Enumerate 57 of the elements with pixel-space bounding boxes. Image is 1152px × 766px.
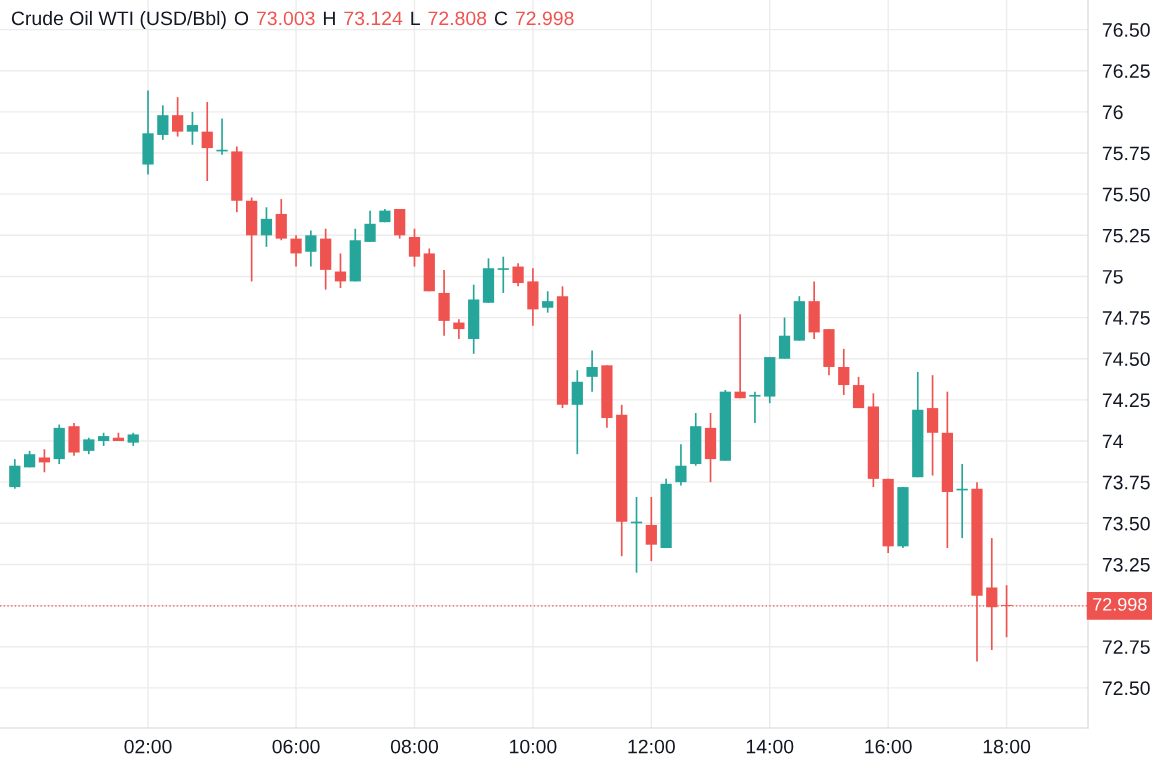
y-tick-label: 72.75 bbox=[1102, 640, 1150, 654]
x-tick-label: 02:00 bbox=[124, 739, 172, 754]
candlestick bbox=[778, 316, 791, 360]
candlestick bbox=[305, 229, 317, 268]
candlestick bbox=[542, 290, 554, 314]
y-tick-label: 72.50 bbox=[1102, 681, 1150, 696]
candlestick bbox=[497, 255, 509, 294]
x-tick-label: 10:00 bbox=[510, 739, 557, 754]
annotation: O bbox=[234, 11, 249, 26]
annotation: 72.998 bbox=[515, 11, 574, 26]
y-tick-label: 74 bbox=[1102, 434, 1123, 449]
ref-line-label: 72.998 bbox=[1093, 597, 1147, 611]
annotation: L bbox=[411, 11, 420, 26]
candlestick bbox=[512, 262, 524, 288]
y-tick-label: 76 bbox=[1102, 105, 1123, 120]
annotation: C bbox=[494, 11, 508, 26]
candlestick bbox=[749, 390, 761, 424]
candlestick bbox=[453, 318, 465, 340]
candlestick bbox=[201, 101, 213, 182]
x-tick-label: 18:00 bbox=[983, 739, 1031, 754]
candlestick bbox=[838, 348, 850, 396]
x-tick-label: 16:00 bbox=[865, 739, 912, 754]
candlestick bbox=[186, 111, 199, 146]
candlestick bbox=[645, 496, 657, 562]
x-tick-label: 14:00 bbox=[746, 739, 794, 754]
y-tick-label: 74.50 bbox=[1102, 352, 1150, 366]
candlestick bbox=[9, 458, 21, 490]
candlestick bbox=[364, 209, 376, 243]
y-tick-label: 75.50 bbox=[1102, 187, 1150, 202]
y-tick-label: 74.25 bbox=[1102, 393, 1150, 408]
text: Crude Oil WTI (USD/Bbl) bbox=[11, 10, 226, 30]
candlestick bbox=[408, 227, 421, 268]
y-tick-label: 74.75 bbox=[1102, 311, 1150, 325]
candlestick bbox=[157, 104, 169, 141]
candlestick bbox=[172, 96, 184, 138]
x-tick-label: 12:00 bbox=[628, 739, 675, 754]
annotation: 73.003 bbox=[256, 11, 315, 26]
y-tick-label: 76.25 bbox=[1102, 64, 1150, 78]
candlestick bbox=[260, 206, 273, 248]
y-tick-label: 73.25 bbox=[1102, 557, 1150, 572]
y-tick-label: 75 bbox=[1102, 270, 1123, 284]
annotation: 72.808 bbox=[428, 11, 487, 26]
annotation: H bbox=[323, 11, 335, 26]
x-tick-label: 06:00 bbox=[272, 739, 320, 754]
candlestick bbox=[38, 448, 51, 474]
candlestick bbox=[852, 376, 865, 409]
y-tick-label: 73.75 bbox=[1102, 475, 1150, 490]
y-tick-label: 75.25 bbox=[1102, 228, 1150, 243]
candlestick bbox=[290, 234, 302, 268]
x-tick-label: 08:00 bbox=[390, 739, 439, 754]
y-tick-label: 75.75 bbox=[1102, 146, 1150, 161]
candlestick bbox=[675, 443, 687, 487]
candlestick bbox=[586, 349, 598, 393]
y-tick-label: 76.50 bbox=[1102, 23, 1150, 37]
y-tick-label: 73.50 bbox=[1102, 516, 1150, 531]
candlestick bbox=[571, 369, 583, 456]
annotation: 73.124 bbox=[344, 11, 403, 26]
